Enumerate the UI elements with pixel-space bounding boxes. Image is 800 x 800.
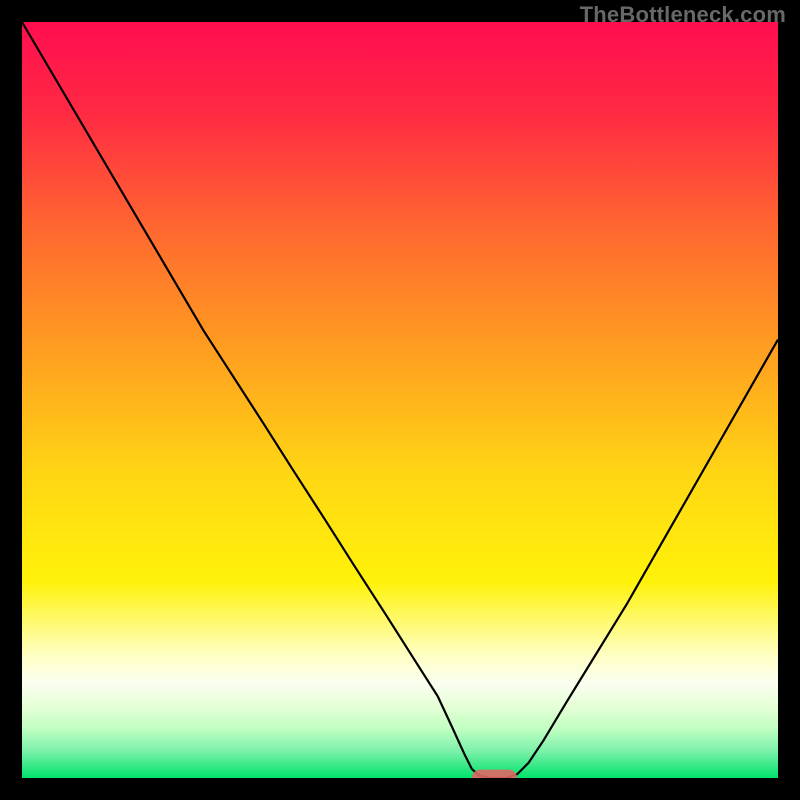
watermark-text: TheBottleneck.com: [580, 2, 786, 28]
gradient-bg: [22, 22, 778, 778]
bottleneck-chart: [0, 0, 800, 800]
plot-area: [22, 22, 778, 786]
